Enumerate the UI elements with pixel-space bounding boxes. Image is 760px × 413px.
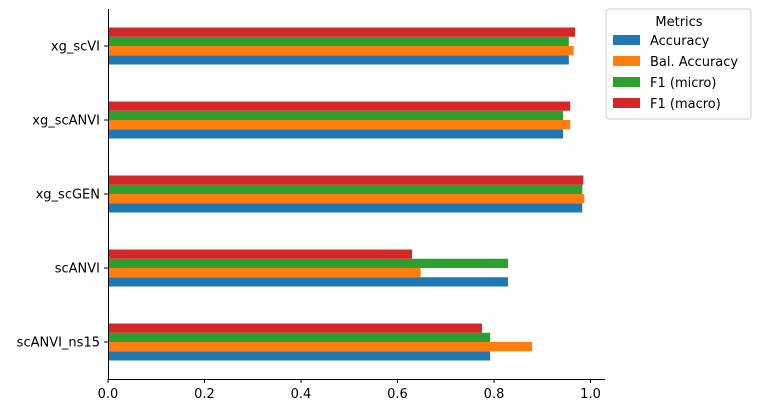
x-tick-label: 0.0	[98, 387, 119, 402]
x-tick-label: 0.8	[484, 387, 505, 402]
legend-label: F1 (macro)	[650, 97, 721, 112]
bar-accuracy-xg-scanvi	[108, 129, 564, 139]
y-tick-label: scANVI	[55, 262, 100, 277]
axes-group	[108, 9, 605, 380]
x-tick-label: 0.6	[387, 387, 408, 402]
bar-accuracy-xg-scgen	[108, 203, 583, 213]
bar-f1-macro--xg-scanvi	[108, 101, 571, 111]
y-tick-label: xg_scVI	[51, 40, 100, 55]
bar-accuracy-xg-scvi	[108, 55, 569, 65]
y-tick-label: scANVI_ns15	[17, 336, 100, 351]
x-tick-label: 0.2	[194, 387, 215, 402]
bar-bal-accuracy-scanvi	[108, 268, 421, 278]
bar-bal-accuracy-xg-scanvi	[108, 120, 571, 130]
legend-label: Accuracy	[650, 34, 710, 49]
y-tick-label: xg_scGEN	[36, 188, 100, 203]
legend-swatch	[613, 35, 640, 45]
bar-f1-macro--scanvi-ns15	[108, 323, 482, 333]
legend-title: Metrics	[655, 15, 702, 30]
bars-group	[108, 27, 585, 361]
legend-swatch	[613, 56, 640, 66]
bar-bal-accuracy-scanvi-ns15	[108, 342, 533, 352]
legend: Metrics Accuracy Bal. Accuracy F1 (micro) F…	[605, 8, 752, 120]
bar-accuracy-scanvi	[108, 277, 509, 287]
x-tick-label: 1.0	[580, 387, 601, 402]
legend-swatch	[613, 98, 640, 108]
bar-f1-micro--xg-scgen	[108, 184, 583, 194]
legend-label: Bal. Accuracy	[650, 55, 738, 70]
bar-f1-micro--scanvi	[108, 258, 509, 268]
bar-f1-micro--scanvi-ns15	[108, 332, 491, 342]
y-tick-label: xg_scANVI	[32, 114, 100, 129]
bar-f1-macro--scanvi	[108, 249, 412, 259]
bar-f1-micro--xg-scvi	[108, 36, 569, 46]
legend-label: F1 (micro)	[650, 76, 716, 91]
bar-f1-micro--xg-scanvi	[108, 110, 564, 120]
bar-bal-accuracy-xg-scvi	[108, 46, 574, 56]
bar-f1-macro--xg-scgen	[108, 175, 584, 185]
y-ticks-group: scANVI_ns15 scANVI xg_scGEN xg_scANVI xg_scV…	[17, 40, 108, 351]
x-tick-label: 0.4	[291, 387, 312, 402]
legend-swatch	[613, 77, 640, 87]
x-ticks-group: 0.0 0.2 0.4 0.6 0.8 1.0	[98, 379, 601, 402]
bar-accuracy-scanvi-ns15	[108, 351, 491, 361]
bar-f1-macro--xg-scvi	[108, 27, 576, 37]
bar-bal-accuracy-xg-scgen	[108, 194, 585, 204]
legend-frame	[605, 8, 752, 120]
